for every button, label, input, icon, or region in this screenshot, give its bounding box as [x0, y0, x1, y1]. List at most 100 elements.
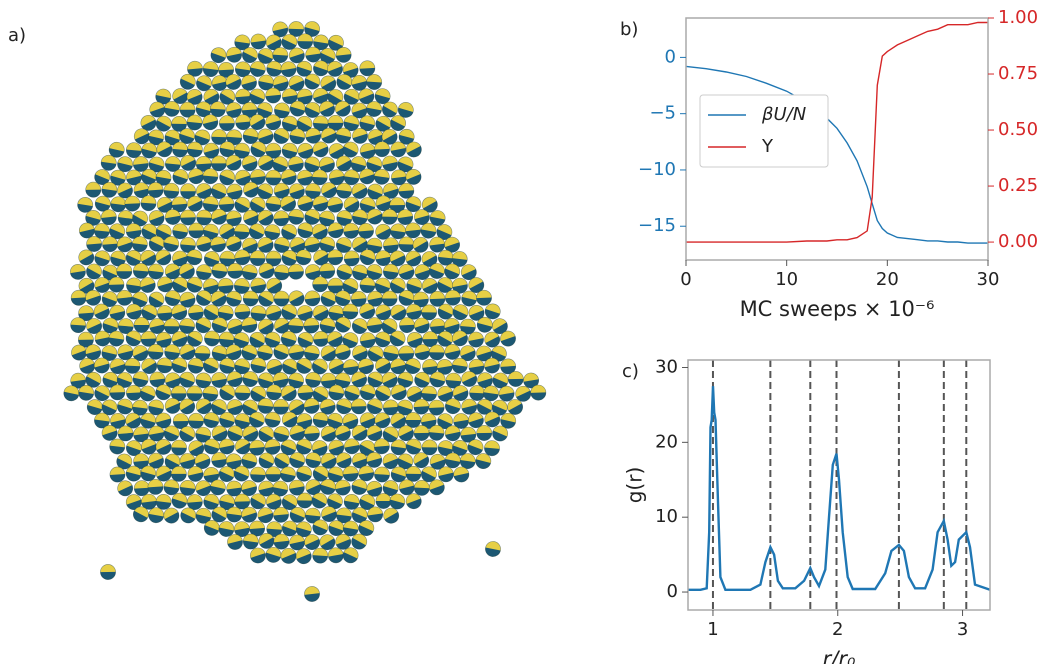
particle [327, 61, 343, 77]
particle-shade [375, 357, 391, 374]
particle [140, 465, 157, 482]
particle-half [336, 54, 352, 63]
particle [328, 384, 345, 401]
particle-shade [320, 127, 337, 144]
particle-shade [373, 438, 390, 455]
particle-shade [320, 182, 337, 199]
particle-half [359, 93, 374, 104]
particle-half [250, 67, 266, 77]
particle-half [86, 295, 101, 306]
particle-shade [381, 208, 398, 225]
particle-half [452, 308, 468, 320]
particle-half [164, 135, 180, 146]
particle [390, 439, 407, 456]
particle-half [109, 228, 125, 239]
particle-shade [366, 480, 383, 497]
particle-shade [218, 466, 235, 483]
particle-shade [147, 343, 164, 360]
particle-half [321, 132, 337, 144]
particle-half [407, 390, 423, 402]
particle [234, 358, 251, 375]
particle-half [126, 175, 142, 186]
particle [421, 304, 438, 321]
particle-shade [110, 250, 126, 267]
particle-half [235, 121, 251, 130]
particle-half [211, 136, 227, 145]
particle-half [219, 203, 235, 212]
particle [218, 196, 235, 213]
particle [273, 398, 289, 415]
particle [334, 290, 351, 307]
particle-half [438, 472, 454, 482]
particle-half [289, 53, 305, 63]
particle [359, 332, 376, 349]
particle [452, 385, 469, 402]
particle [305, 127, 322, 144]
particle [164, 372, 181, 389]
particle [210, 236, 227, 253]
particle [155, 412, 172, 429]
particle [288, 75, 305, 92]
particle-half [226, 513, 242, 523]
particle-half [195, 458, 211, 469]
particle [210, 47, 227, 64]
particle-shade [358, 465, 375, 482]
particle [305, 183, 321, 199]
particle-shade [266, 521, 283, 538]
panel-label: c) [622, 361, 639, 382]
particle [265, 114, 282, 131]
particle-half [327, 498, 342, 509]
particle-shade [258, 290, 275, 307]
particle-half [304, 593, 320, 602]
particle-shade [280, 466, 296, 483]
particle-shade [100, 564, 116, 580]
particle-half [71, 350, 87, 361]
particle [249, 439, 265, 456]
particle-half [102, 323, 118, 334]
particle-half [391, 472, 406, 482]
particle [203, 142, 220, 159]
particle [319, 398, 336, 415]
particle [94, 250, 111, 267]
particle-shade [389, 197, 406, 214]
particle [484, 440, 500, 457]
particle-half [70, 324, 86, 333]
particle [211, 75, 228, 91]
particle [132, 345, 149, 362]
particle [320, 452, 337, 469]
particle-shade [139, 277, 156, 293]
particle [86, 399, 103, 416]
particle-half [226, 240, 242, 252]
particle-half [327, 203, 343, 213]
particle-half [250, 312, 266, 321]
particle-half [288, 28, 304, 37]
particle-shade [140, 249, 157, 266]
particle-shade [451, 251, 468, 267]
particle-half [258, 405, 274, 414]
particle [319, 156, 335, 173]
particle [116, 263, 133, 280]
particle [305, 452, 322, 469]
x-tick-label: 0 [680, 269, 691, 290]
particle [444, 236, 461, 253]
particle-half [118, 350, 133, 360]
particle-half [233, 337, 249, 348]
particle-half [165, 377, 181, 388]
particle-half [241, 349, 257, 361]
particle-shade [234, 384, 251, 401]
particle-half [243, 298, 259, 307]
particle [234, 196, 251, 213]
particle-shade [303, 317, 320, 334]
particle [86, 318, 102, 335]
particle [327, 222, 344, 239]
particle [381, 290, 398, 307]
particle-half [399, 269, 414, 280]
particle-half [126, 254, 141, 266]
particle-half [290, 430, 305, 441]
particle [405, 465, 422, 482]
particle-shade [225, 290, 242, 307]
particle-half [171, 473, 187, 482]
particle [249, 250, 266, 267]
particle-shade [467, 439, 484, 456]
